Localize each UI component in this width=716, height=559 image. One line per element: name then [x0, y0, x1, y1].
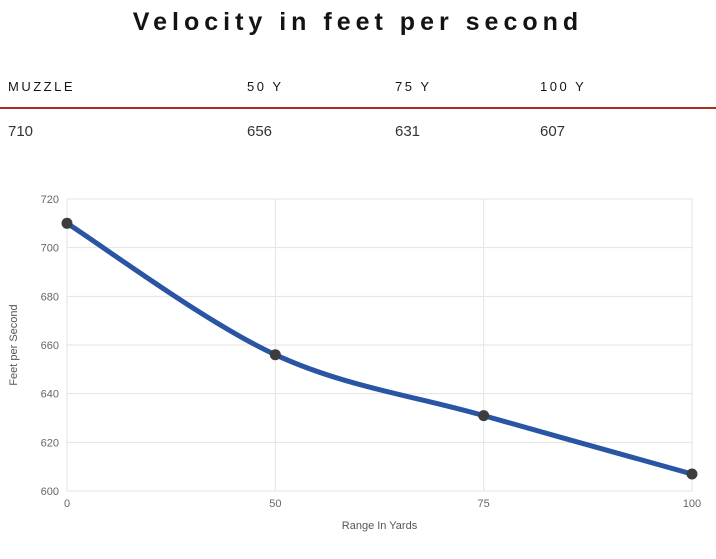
table-header-row: MUZZLE 50 Y 75 Y 100 Y	[0, 79, 716, 107]
table-value-cell: 607	[540, 123, 566, 140]
x-tick-label: 0	[64, 498, 70, 510]
y-tick-label: 700	[41, 243, 59, 255]
table-value-cell: 631	[395, 123, 421, 140]
table-header-cell: 100 Y	[540, 79, 587, 94]
table-header-cell: 75 Y	[395, 79, 432, 94]
velocity-line	[64, 220, 695, 477]
data-point	[269, 349, 281, 361]
table-value-row: 710 656 631 607	[0, 109, 716, 140]
table-header-cell: MUZZLE	[8, 79, 75, 94]
y-tick-label: 660	[41, 340, 59, 352]
data-point	[686, 468, 698, 480]
y-axis-label: Feet per Second	[8, 304, 20, 386]
y-tick-label: 600	[41, 486, 59, 498]
x-tick-label: 100	[683, 498, 701, 510]
y-tick-label: 640	[41, 389, 59, 401]
table-header-cell: 50 Y	[247, 79, 284, 94]
table-value-cell: 656	[247, 123, 273, 140]
page-title: Velocity in feet per second	[132, 8, 584, 36]
velocity-table: MUZZLE 50 Y 75 Y 100 Y 710 656 631 607	[0, 79, 716, 140]
table-divider	[0, 107, 716, 109]
x-tick-label: 50	[269, 498, 281, 510]
y-tick-label: 720	[41, 194, 59, 206]
table-value-cell: 710	[8, 123, 34, 140]
page: Velocity in feet per second MUZZLE 50 Y …	[0, 8, 716, 559]
velocity-chart: Feet per Second 600 620 640 660 680 700 720 0 50…	[0, 189, 716, 545]
data-point	[478, 410, 490, 422]
chart-canvas: 600 620 640 660 680 700 720 0 50 75 100	[41, 194, 702, 510]
data-point	[61, 217, 73, 229]
y-tick-label: 620	[41, 437, 59, 449]
x-tick-label: 75	[478, 498, 490, 510]
y-tick-label: 680	[41, 291, 59, 303]
x-axis-label: Range In Yards	[341, 520, 418, 532]
